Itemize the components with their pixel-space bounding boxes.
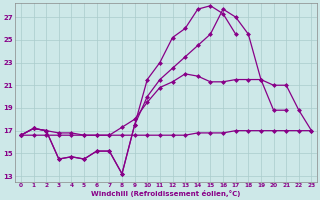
X-axis label: Windchill (Refroidissement éolien,°C): Windchill (Refroidissement éolien,°C) (91, 190, 240, 197)
